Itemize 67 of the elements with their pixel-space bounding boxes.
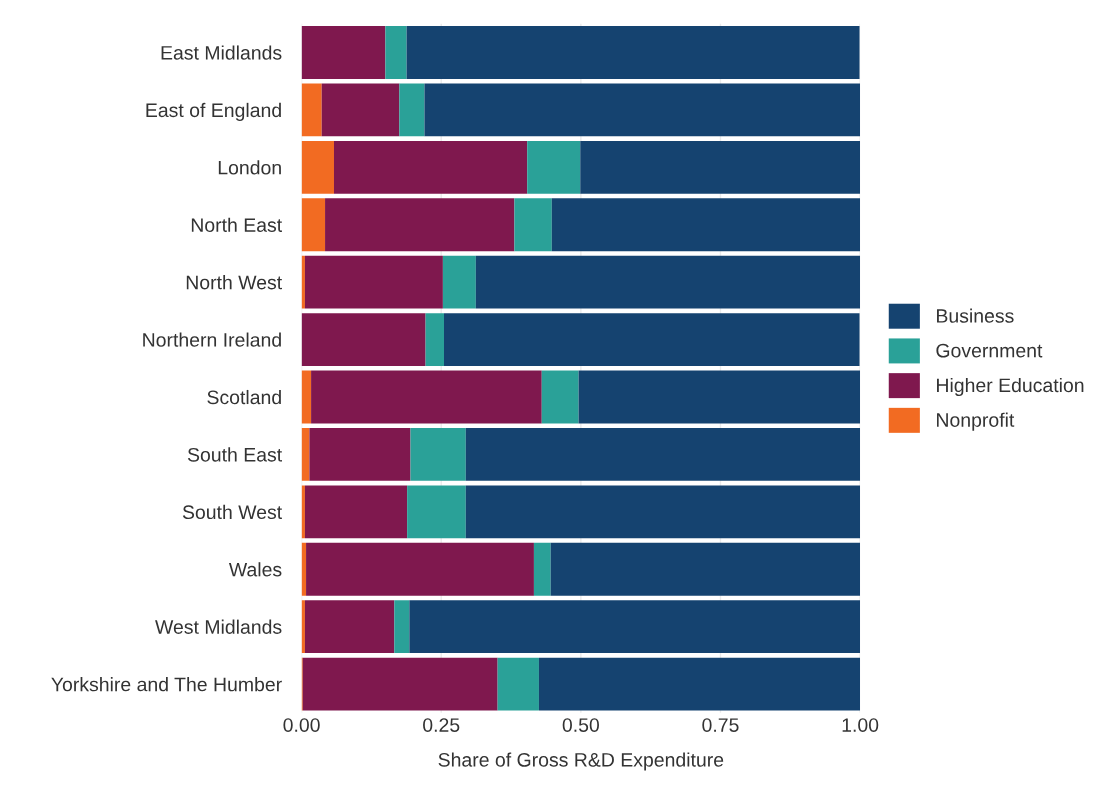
bar (475, 255, 861, 309)
bar (410, 428, 466, 481)
bar (304, 255, 443, 309)
y-tick-label: Wales (228, 562, 282, 577)
y-tick-label: West Midlands (155, 619, 282, 634)
y-tick-label: Yorkshire and The Humber (51, 677, 282, 692)
bar (541, 370, 579, 424)
y-tick-label: East Midlands (161, 45, 282, 60)
bar (301, 542, 307, 596)
y-tick-label: Scotland (207, 389, 281, 405)
bar (301, 255, 305, 309)
bar (304, 600, 395, 654)
y-tick-label: London (218, 160, 281, 175)
bar (321, 83, 400, 137)
bar (301, 313, 426, 366)
bar (514, 198, 552, 252)
bar (304, 485, 408, 539)
bar (527, 140, 581, 194)
legend-label: Government (936, 343, 1043, 358)
bar (538, 657, 861, 711)
bar (306, 542, 534, 596)
bar (399, 83, 425, 137)
bar (550, 542, 861, 596)
bar (497, 657, 539, 711)
legend-label: Higher Education (937, 377, 1084, 397)
bar (533, 542, 551, 596)
bar (301, 428, 310, 481)
bar (551, 198, 861, 252)
x-tick-label: 0.75 (702, 718, 739, 732)
bar (580, 140, 861, 194)
bar (442, 255, 476, 309)
bar (409, 600, 861, 654)
bar (301, 26, 386, 79)
y-tick-label: South West (182, 504, 283, 520)
bar (301, 83, 322, 137)
x-tick-label: 0.25 (423, 718, 460, 732)
bar (301, 600, 305, 654)
bar (385, 26, 407, 79)
legend-label: Business (937, 308, 1014, 323)
legend-label: Nonprofit (937, 412, 1015, 431)
bar (301, 140, 334, 194)
bar (578, 370, 861, 424)
y-tick-label: Northern Ireland (143, 332, 281, 347)
bar (301, 198, 326, 252)
x-tick-label: 1.00 (842, 718, 879, 732)
bar (406, 26, 860, 79)
y-tick-label: South East (187, 447, 283, 462)
x-axis-title: Share of Gross R&D Expenditure (438, 752, 724, 771)
bar (301, 370, 312, 424)
y-tick-label: East of England (146, 102, 281, 121)
bar (325, 198, 515, 252)
y-tick-label: North West (186, 275, 283, 290)
bar (302, 657, 498, 711)
bar (465, 428, 861, 481)
bar (333, 140, 528, 194)
bar (424, 83, 861, 137)
bar (301, 485, 305, 539)
bar (465, 485, 861, 539)
bar (394, 600, 410, 654)
bar (311, 370, 542, 424)
x-tick-label: 0.00 (283, 718, 320, 732)
bar (444, 313, 860, 366)
bar (407, 485, 466, 539)
x-tick-label: 0.50 (562, 718, 599, 732)
bar (425, 313, 445, 366)
y-tick-label: North East (191, 217, 283, 232)
bar (309, 428, 411, 481)
